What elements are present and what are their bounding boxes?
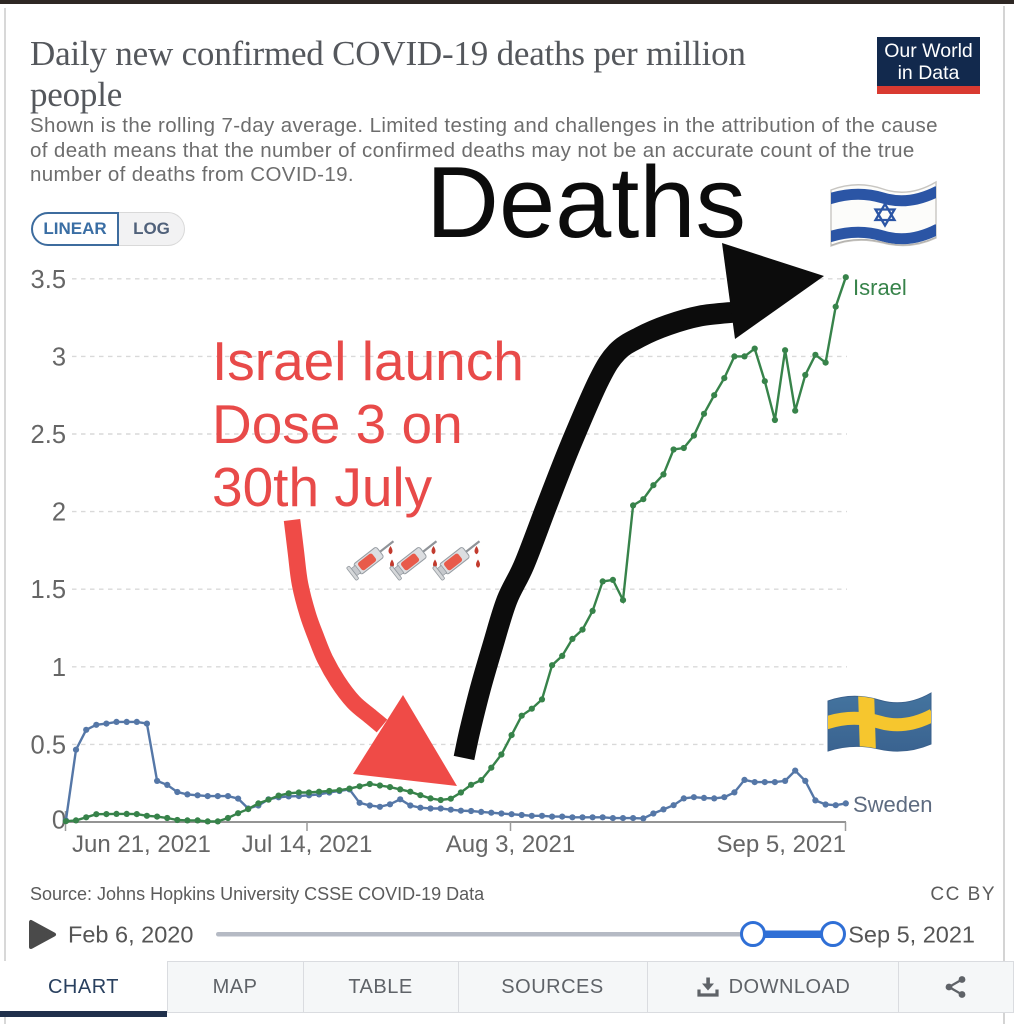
svg-text:Dose 3 on: Dose 3 on xyxy=(212,393,463,455)
svg-text:Aug 3, 2021: Aug 3, 2021 xyxy=(446,831,575,858)
svg-text:Sep 5, 2021: Sep 5, 2021 xyxy=(717,831,846,858)
svg-text:Jun 21, 2021: Jun 21, 2021 xyxy=(72,831,211,858)
svg-text:0: 0 xyxy=(52,807,66,835)
svg-text:Deaths: Deaths xyxy=(426,147,746,259)
svg-text:Jul 14, 2021: Jul 14, 2021 xyxy=(242,831,373,858)
svg-text:0.5: 0.5 xyxy=(31,731,66,759)
svg-text:Israel launch: Israel launch xyxy=(212,330,524,392)
svg-text:3.5: 3.5 xyxy=(31,266,66,294)
svg-text:Sep 5, 2021: Sep 5, 2021 xyxy=(848,922,975,948)
svg-text:2.5: 2.5 xyxy=(31,421,66,449)
svg-text:1.5: 1.5 xyxy=(31,576,66,604)
svg-text:Sweden: Sweden xyxy=(853,792,933,817)
svg-text:3: 3 xyxy=(52,343,66,371)
svg-text:Feb 6, 2020: Feb 6, 2020 xyxy=(68,922,193,948)
svg-text:2: 2 xyxy=(52,499,66,527)
svg-text:30th July: 30th July xyxy=(212,456,433,518)
svg-text:Israel: Israel xyxy=(853,275,907,300)
svg-text:1: 1 xyxy=(52,654,66,682)
